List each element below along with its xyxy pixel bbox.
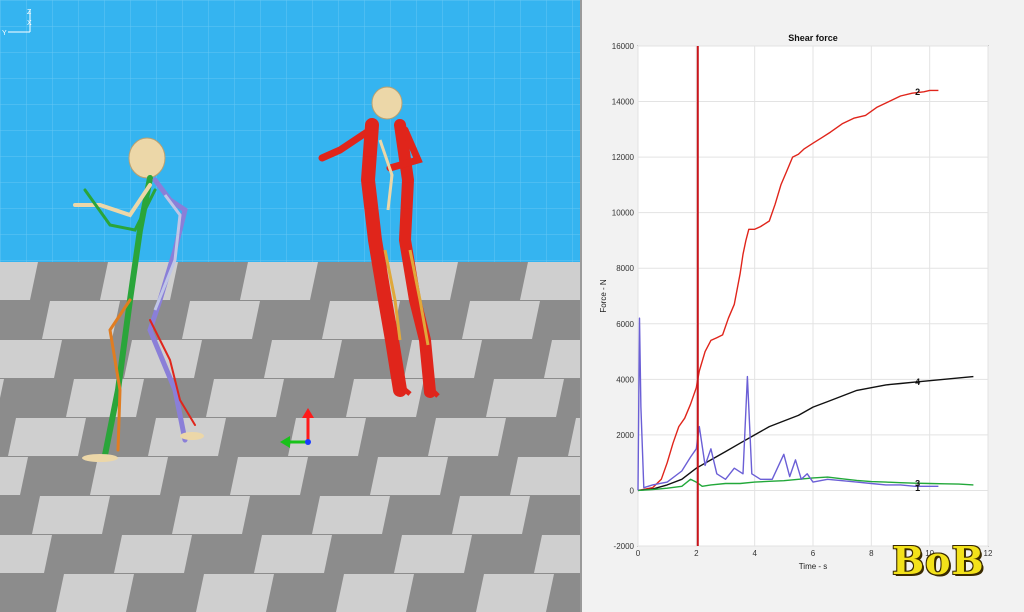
series-label-3: 3 xyxy=(915,479,920,489)
y-tick-label: 12000 xyxy=(612,153,635,162)
floor-tile xyxy=(182,301,260,339)
x-tick-label: 0 xyxy=(636,549,641,558)
floor-tile xyxy=(428,418,506,456)
origin-gizmo xyxy=(280,408,314,448)
floor-tile xyxy=(0,340,62,378)
floor-tile xyxy=(230,457,308,495)
y-tick-label: 16000 xyxy=(612,42,635,51)
y-tick-label: 2000 xyxy=(616,431,634,440)
floor-tile xyxy=(240,262,318,300)
grid xyxy=(637,45,989,547)
x-tick-label: 10 xyxy=(925,549,934,558)
floor-tile xyxy=(312,496,390,534)
floor-tile xyxy=(336,574,414,612)
floor-tile xyxy=(534,535,580,573)
floor-tile xyxy=(404,340,482,378)
skeleton-left[interactable] xyxy=(73,137,204,462)
axis-x-label: X xyxy=(27,20,32,27)
y-tick-label: 10000 xyxy=(612,209,635,218)
series-lines: 2 4 31 xyxy=(637,87,974,493)
floor-tile xyxy=(520,262,580,300)
series-line-3 xyxy=(637,476,974,492)
bob-logo: BoB xyxy=(892,538,985,583)
floor-tile xyxy=(452,496,530,534)
floor-tile xyxy=(264,340,342,378)
x-tick-label: 8 xyxy=(869,549,874,558)
y-tick-label: 6000 xyxy=(616,320,634,329)
x-tick-label: 4 xyxy=(752,549,757,558)
floor-tile xyxy=(100,262,178,300)
x-axis-title: Time - s xyxy=(799,562,828,571)
plot-panel: 0 2 4 6 8 10 12 -2000 0 2000 4000 6000 8000 10000 1200… xyxy=(582,0,1024,612)
x-tick-label: 6 xyxy=(811,549,816,558)
y-tick-label: 4000 xyxy=(616,375,634,384)
series-label-2: 2 xyxy=(915,87,920,97)
floor-tile xyxy=(476,574,554,612)
skeleton-right[interactable] xyxy=(318,86,440,398)
floor-tile xyxy=(394,535,472,573)
panel-divider xyxy=(580,0,582,612)
skull-right xyxy=(371,86,403,120)
floor-tile xyxy=(380,262,458,300)
floor-tile xyxy=(42,301,120,339)
shear-force-chart: 0 2 4 6 8 10 12-200002000400060008000100001200… xyxy=(599,33,993,571)
floor-tile xyxy=(544,340,580,378)
x-tick-label: 12 xyxy=(984,549,993,558)
floor-tile xyxy=(568,418,580,456)
tick-labels: 0 2 4 6 8 10 12-200002000400060008000100001200… xyxy=(612,42,993,558)
y-tick-label: 0 xyxy=(630,486,635,495)
series-line-1 xyxy=(637,317,939,491)
floor-tile xyxy=(0,457,28,495)
floor-tile xyxy=(346,379,424,417)
floor-tile xyxy=(288,418,366,456)
floor-tile xyxy=(0,379,4,398)
3d-viewport[interactable]: Z X Y xyxy=(0,0,580,612)
skull-left xyxy=(128,137,166,179)
floor-tile xyxy=(370,457,448,495)
series-line-4 xyxy=(637,375,974,492)
floor-tile xyxy=(8,418,86,456)
scene-canvas[interactable]: Z X Y xyxy=(0,0,580,612)
y-tick-label: 14000 xyxy=(612,98,635,107)
floor-tile xyxy=(172,496,250,534)
x-tick-label: 2 xyxy=(694,549,699,558)
floor-tile xyxy=(66,379,144,417)
floor-tile xyxy=(90,457,168,495)
series-line-2 xyxy=(637,89,939,492)
y-axis-title: Force - N xyxy=(599,279,608,313)
floor-tile xyxy=(32,496,110,534)
axis-z-label: Z xyxy=(27,9,32,16)
floor-tile xyxy=(510,457,580,495)
floor-tile xyxy=(462,301,540,339)
y-tick-label: -2000 xyxy=(614,542,635,551)
floor-tile xyxy=(196,574,274,612)
floor-tile xyxy=(0,535,52,573)
floor-tile xyxy=(206,379,284,417)
axis-y-label: Y xyxy=(2,30,7,37)
floor-tile xyxy=(254,535,332,573)
floor-tile xyxy=(486,379,564,417)
chart-title: Shear force xyxy=(788,33,838,43)
orientation-axes: Z X Y xyxy=(2,9,32,37)
floor-tile xyxy=(56,574,134,612)
floor-tile xyxy=(114,535,192,573)
sky-grid xyxy=(0,0,580,270)
series-label-4: 4 xyxy=(915,377,920,387)
series-label-1: 1 xyxy=(915,483,920,493)
floor-tile xyxy=(0,262,38,300)
y-tick-label: 8000 xyxy=(616,264,634,273)
